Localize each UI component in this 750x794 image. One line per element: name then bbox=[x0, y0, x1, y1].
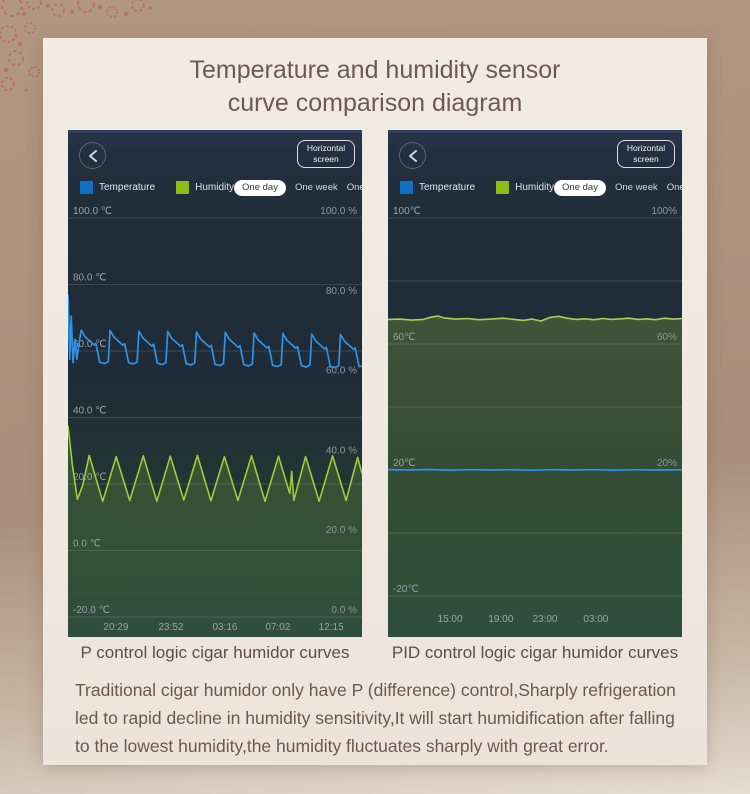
tab-one-month[interactable]: One month bbox=[346, 182, 362, 193]
phone-panel-pid-control: 100℃ 60℃ 20℃ -20℃ 100% 60% 20% 15:00 19:00 23:00 0… bbox=[388, 130, 682, 637]
svg-text:-20℃: -20℃ bbox=[393, 584, 419, 595]
svg-text:100%: 100% bbox=[651, 206, 677, 217]
tab-one-week[interactable]: One week bbox=[294, 182, 338, 193]
svg-text:15:00: 15:00 bbox=[438, 614, 463, 625]
status-bar-strip bbox=[68, 130, 362, 133]
svg-text:12:15: 12:15 bbox=[319, 622, 344, 633]
svg-text:20.0 %: 20.0 % bbox=[326, 525, 357, 536]
temperature-legend-label: Temperature bbox=[419, 182, 476, 193]
time-range-tabs: One day One week One month bbox=[234, 179, 362, 196]
horizontal-screen-button[interactable]: Horizontal screen bbox=[297, 140, 355, 169]
content-card: Temperature and humidity sensor curve co… bbox=[43, 38, 707, 765]
svg-text:100℃: 100℃ bbox=[393, 206, 421, 217]
svg-text:23:52: 23:52 bbox=[158, 622, 183, 633]
description-text: Traditional cigar humidor only have P (d… bbox=[75, 680, 676, 756]
chevron-left-icon bbox=[408, 149, 417, 162]
svg-text:23:00: 23:00 bbox=[532, 614, 557, 625]
svg-text:03:00: 03:00 bbox=[583, 614, 608, 625]
svg-text:19:00: 19:00 bbox=[488, 614, 513, 625]
chevron-left-icon bbox=[88, 149, 97, 162]
tab-one-week[interactable]: One week bbox=[614, 182, 658, 193]
svg-text:60.0 %: 60.0 % bbox=[326, 366, 357, 377]
humidity-legend-label: Humidity bbox=[195, 182, 235, 193]
svg-text:40.0 %: 40.0 % bbox=[326, 445, 357, 456]
temperature-legend-swatch bbox=[400, 181, 413, 194]
temperature-legend-label: Temperature bbox=[99, 182, 156, 193]
legend-row: Temperature Humidity One day One week On… bbox=[68, 179, 362, 196]
svg-text:20℃: 20℃ bbox=[393, 458, 415, 469]
tab-one-day[interactable]: One day bbox=[234, 179, 286, 196]
humidity-legend-label: Humidity bbox=[515, 182, 555, 193]
svg-text:03:16: 03:16 bbox=[212, 622, 237, 633]
svg-text:100.0 %: 100.0 % bbox=[320, 206, 357, 217]
caption-pid-control: PID control logic cigar humidor curves bbox=[391, 643, 679, 662]
svg-text:60.0 ℃: 60.0 ℃ bbox=[73, 339, 106, 350]
status-bar-strip bbox=[388, 130, 682, 133]
decorative-lace-pattern bbox=[0, 0, 152, 92]
pid-control-chart-plot: 100℃ 60℃ 20℃ -20℃ 100% 60% 20% 15:00 19:00 23:00 0… bbox=[388, 206, 682, 637]
temperature-legend-swatch bbox=[80, 181, 93, 194]
phone-panel-p-control: 100.0 ℃ 80.0 ℃ 60.0 ℃ 40.0 ℃ 20.0 ℃ 0.0 ℃ -20.… bbox=[68, 130, 362, 637]
svg-text:20:29: 20:29 bbox=[103, 622, 128, 633]
legend-row: Temperature Humidity One day One week On… bbox=[388, 179, 682, 196]
caption-p-control: P control logic cigar humidor curves bbox=[80, 643, 350, 662]
svg-text:40.0 ℃: 40.0 ℃ bbox=[73, 406, 106, 417]
svg-text:80.0 ℃: 80.0 ℃ bbox=[73, 273, 106, 284]
svg-text:0.0 %: 0.0 % bbox=[331, 605, 357, 616]
svg-text:100.0 ℃: 100.0 ℃ bbox=[73, 206, 112, 217]
svg-text:20%: 20% bbox=[657, 458, 677, 469]
page-title: Temperature and humidity sensor curve co… bbox=[43, 38, 707, 120]
svg-text:60℃: 60℃ bbox=[393, 332, 415, 343]
svg-text:80.0 %: 80.0 % bbox=[326, 286, 357, 297]
back-button[interactable] bbox=[399, 142, 426, 169]
humidity-legend-swatch bbox=[176, 181, 190, 194]
page-title-line1: Temperature and humidity sensor bbox=[189, 56, 561, 84]
svg-text:0.0 ℃: 0.0 ℃ bbox=[73, 539, 101, 550]
svg-text:-20.0 ℃: -20.0 ℃ bbox=[73, 605, 110, 616]
p-control-chart-plot: 100.0 ℃ 80.0 ℃ 60.0 ℃ 40.0 ℃ 20.0 ℃ 0.0 ℃ -20.… bbox=[68, 206, 362, 637]
horizontal-screen-button[interactable]: Horizontal screen bbox=[617, 140, 675, 169]
svg-text:20.0 ℃: 20.0 ℃ bbox=[73, 472, 106, 483]
page-title-line2: curve comparison diagram bbox=[227, 89, 523, 117]
svg-text:07:02: 07:02 bbox=[265, 622, 290, 633]
time-range-tabs: One day One week One month bbox=[554, 179, 682, 196]
tab-one-month[interactable]: One month bbox=[666, 182, 682, 193]
back-button[interactable] bbox=[79, 142, 106, 169]
svg-text:60%: 60% bbox=[657, 332, 677, 343]
tab-one-day[interactable]: One day bbox=[554, 179, 606, 196]
humidity-legend-swatch bbox=[496, 181, 510, 194]
